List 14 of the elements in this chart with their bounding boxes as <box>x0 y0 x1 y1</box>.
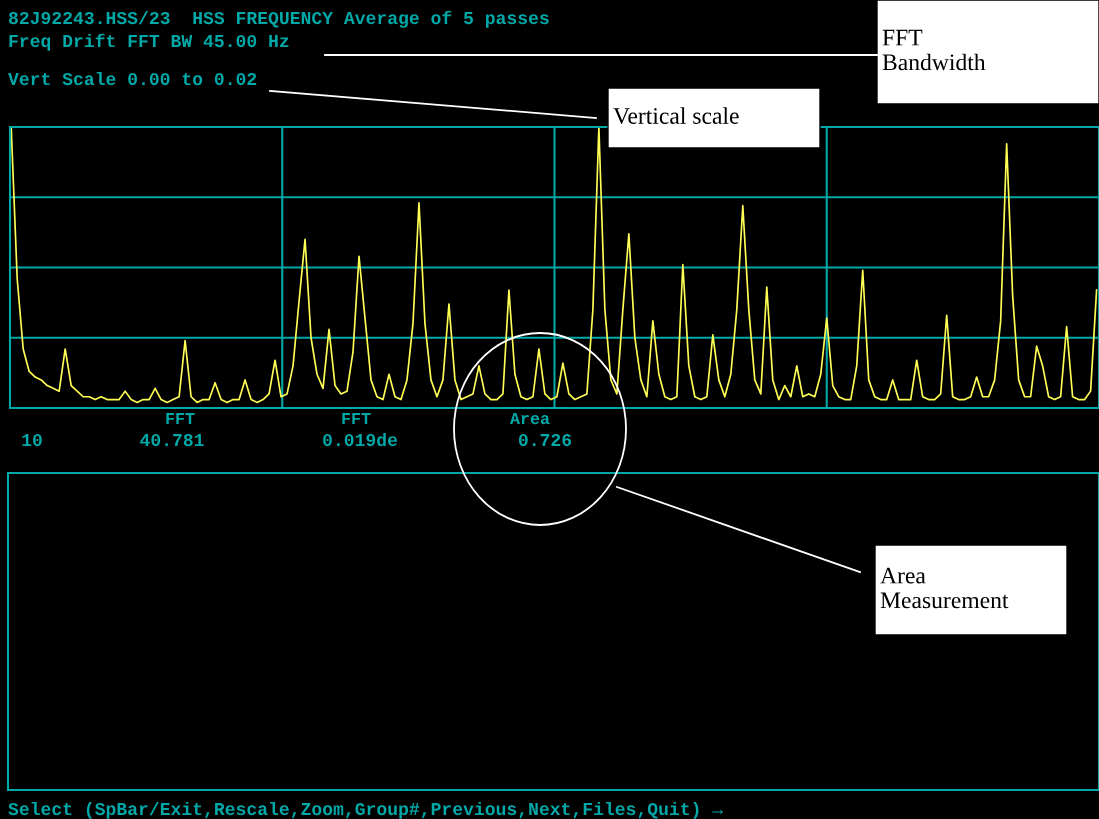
text: 10 <box>22 433 42 447</box>
text: FFT <box>342 413 371 424</box>
text: 0.726 <box>518 433 572 447</box>
text: Select (SpBar/Exit,Rescale,Zoom,Group#,Previous,Next,Files,Quit) → <box>8 801 724 819</box>
text: 0.019de <box>323 432 398 447</box>
text: Vert Scale 0.00 to 0.02 <box>8 71 257 86</box>
chart-title: 82J92243.HSS/23 HSS FREQUENCY Average of 5 passes <box>8 10 549 28</box>
text: FFT Bandwidth <box>882 29 986 71</box>
text: FFT <box>166 413 195 424</box>
text: Freq Drift FFT BW 45.00 Hz <box>9 33 289 51</box>
text: Vertical scale <box>613 107 739 125</box>
text: 40.781 <box>140 433 204 447</box>
text: Area Measurement <box>880 567 1009 609</box>
text: Area <box>509 413 550 425</box>
